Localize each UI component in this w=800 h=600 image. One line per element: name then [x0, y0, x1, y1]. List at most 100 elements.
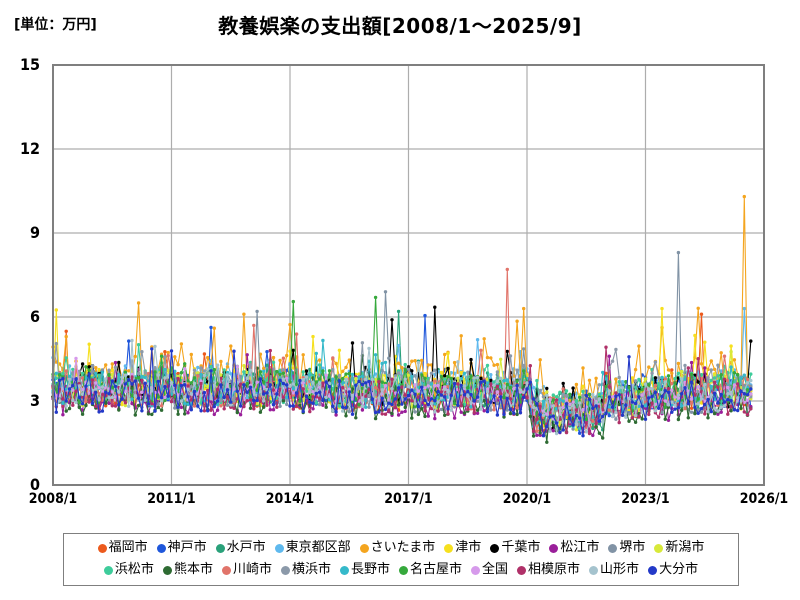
data-point — [84, 403, 88, 408]
data-point — [584, 417, 588, 422]
data-point — [522, 395, 526, 400]
data-point — [492, 408, 496, 412]
data-point — [130, 382, 134, 386]
data-point — [578, 395, 582, 400]
data-point — [258, 410, 263, 414]
data-point — [650, 371, 654, 375]
data-point — [288, 404, 292, 408]
data-point — [443, 395, 447, 399]
legend-item: 全国 — [471, 559, 508, 581]
data-point — [482, 409, 486, 413]
data-point — [479, 380, 483, 384]
data-point — [94, 390, 98, 394]
data-point — [331, 356, 335, 360]
legend-label: 長野市 — [350, 562, 390, 577]
data-point — [726, 397, 730, 402]
data-point — [209, 369, 213, 373]
data-point — [159, 404, 164, 408]
data-point — [620, 386, 625, 390]
legend-dot-icon — [444, 543, 454, 553]
data-point — [439, 374, 444, 379]
legend-label: 津市 — [455, 540, 482, 555]
legend-item: 水戸市 — [215, 537, 266, 559]
data-point — [528, 364, 532, 368]
data-point — [143, 375, 147, 380]
data-point — [581, 389, 585, 394]
data-point — [291, 386, 295, 391]
data-point — [601, 436, 605, 440]
data-point — [136, 375, 141, 380]
data-point — [594, 376, 598, 380]
data-point — [57, 399, 62, 403]
data-point — [653, 390, 658, 394]
data-point — [304, 369, 309, 373]
legend-dot-icon — [549, 543, 559, 553]
y-tick-label: 15 — [19, 55, 40, 74]
data-point — [604, 384, 608, 389]
data-point — [275, 392, 279, 396]
data-point — [396, 361, 401, 365]
data-point — [531, 434, 536, 438]
data-point — [568, 402, 572, 407]
data-point — [466, 370, 470, 374]
data-point — [212, 412, 216, 417]
data-point — [732, 383, 737, 387]
data-point — [466, 389, 470, 394]
data-point — [383, 360, 388, 365]
data-point — [64, 356, 68, 360]
data-point — [673, 381, 677, 385]
data-point — [212, 367, 216, 372]
data-point — [90, 401, 95, 405]
data-point — [123, 364, 128, 368]
data-point — [248, 406, 253, 410]
data-point — [278, 378, 282, 382]
data-point — [61, 401, 65, 405]
data-point — [670, 368, 674, 372]
data-point — [294, 391, 299, 395]
data-point — [413, 410, 417, 414]
data-point — [311, 380, 315, 385]
data-point — [680, 377, 684, 381]
data-point — [597, 422, 602, 426]
data-point — [706, 397, 710, 402]
data-point — [156, 402, 160, 407]
data-point — [77, 384, 82, 388]
data-point — [410, 359, 414, 363]
data-point — [709, 409, 713, 414]
data-point — [396, 309, 401, 314]
data-point — [597, 383, 602, 387]
legend-dot-icon — [215, 543, 225, 553]
data-point — [54, 308, 58, 312]
data-point — [508, 411, 513, 416]
data-point — [364, 405, 368, 409]
data-point — [133, 394, 137, 398]
data-point — [400, 366, 404, 370]
data-point — [736, 382, 740, 386]
data-point — [337, 404, 342, 408]
data-point — [482, 337, 486, 341]
data-point — [166, 350, 170, 355]
data-point — [568, 392, 572, 396]
data-point — [459, 404, 463, 408]
data-point — [545, 440, 549, 444]
data-point — [423, 376, 427, 380]
data-point — [522, 369, 526, 373]
data-point — [393, 406, 397, 410]
data-point — [370, 377, 374, 382]
y-tick-label: 6 — [29, 307, 40, 326]
legend-label: 名古屋市 — [410, 562, 463, 577]
data-point — [643, 377, 648, 381]
data-point — [696, 411, 700, 415]
data-point — [245, 390, 249, 394]
data-point — [433, 416, 437, 421]
data-point — [597, 397, 602, 401]
data-point — [285, 376, 289, 380]
data-point — [87, 372, 91, 376]
data-point — [255, 309, 259, 314]
data-point — [502, 385, 506, 389]
data-point — [413, 374, 417, 378]
data-point — [347, 390, 351, 394]
data-point — [281, 377, 286, 381]
data-point — [604, 345, 608, 349]
data-point — [281, 368, 286, 372]
